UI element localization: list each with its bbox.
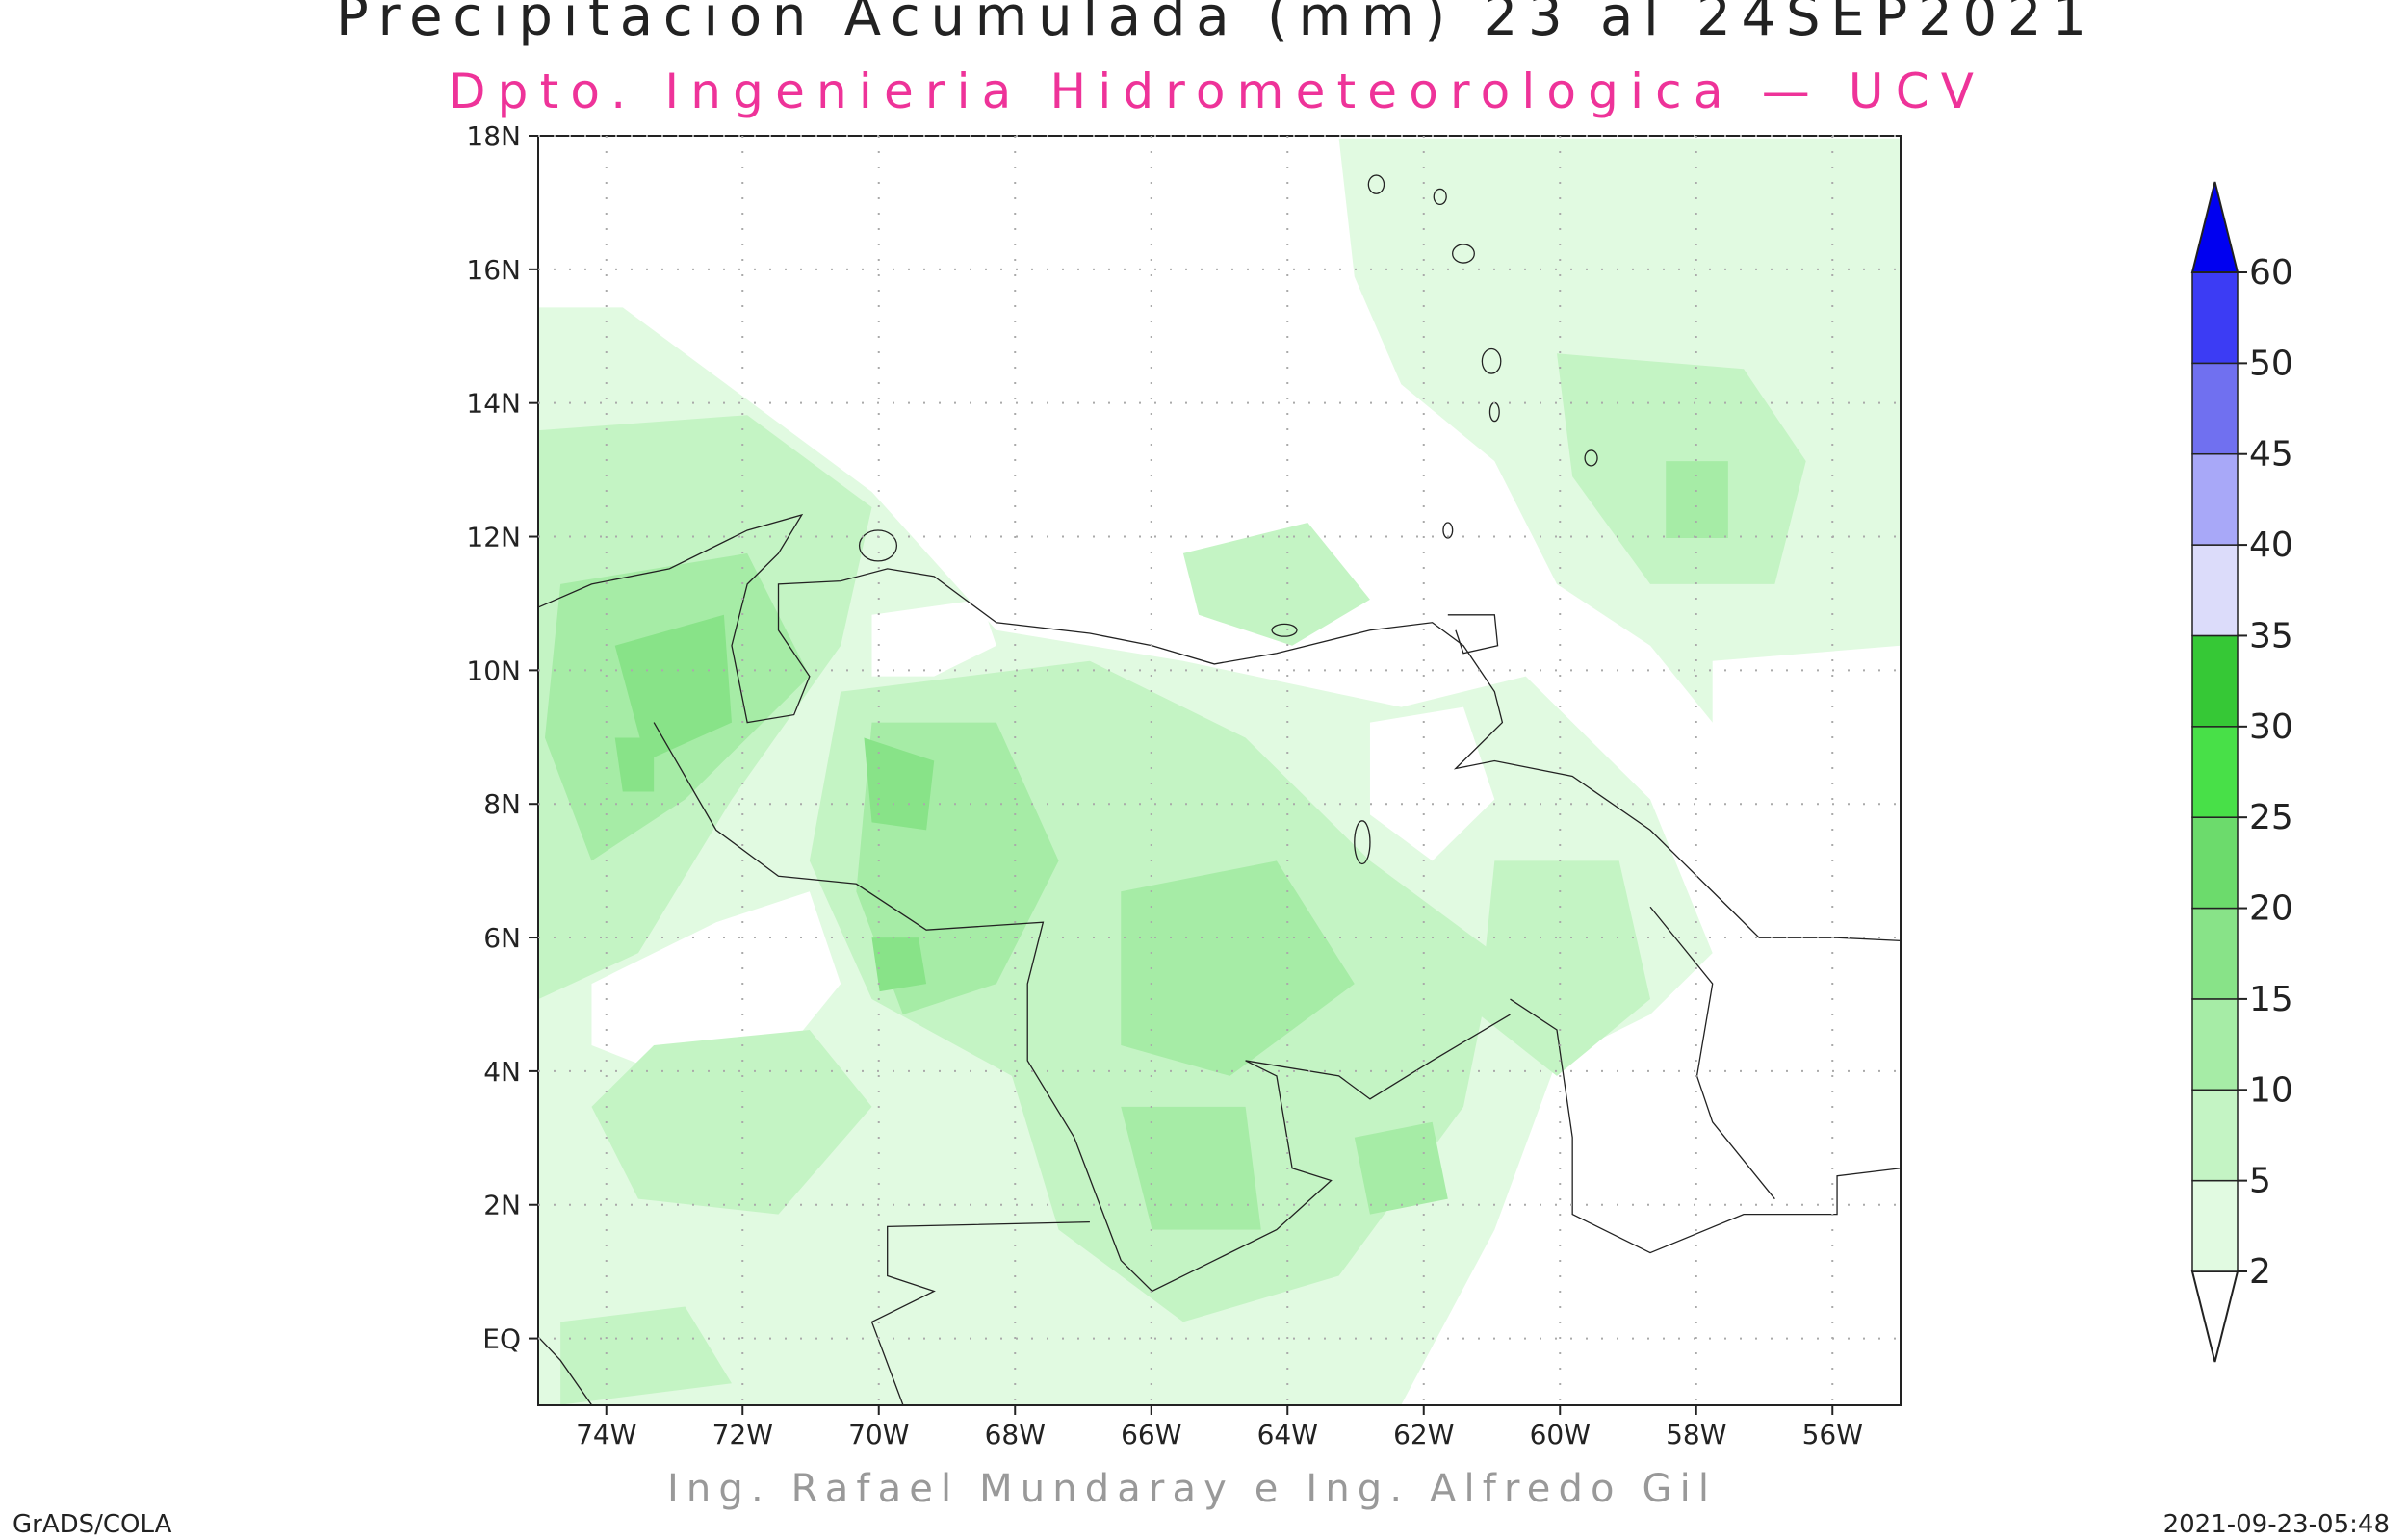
colorbar-label: 20: [2249, 889, 2293, 929]
lat-tick-label: 2N: [483, 1190, 521, 1221]
lat-tick-label: 14N: [466, 388, 521, 420]
lat-tick-label: 12N: [466, 522, 521, 553]
colorbar-box: [2191, 634, 2239, 728]
lat-tick-label: 10N: [466, 654, 521, 686]
colorbar-box: [2191, 452, 2239, 546]
colorbar-label: 5: [2249, 1162, 2271, 1201]
colorbar-label: 45: [2249, 435, 2293, 475]
lat-tick-label: 4N: [483, 1056, 521, 1088]
title: Precipitacion Acumulada (mm) 23 al 24SEP…: [336, 0, 2086, 48]
colorbar-label: 40: [2249, 526, 2293, 565]
colorbar-box: [2191, 271, 2239, 365]
colorbar-label: 10: [2249, 1070, 2293, 1110]
colorbar-box: [2191, 544, 2239, 637]
colorbar-box: [2191, 1089, 2239, 1182]
map: [538, 138, 1901, 1405]
colorbar-label: 35: [2249, 616, 2293, 655]
footer-left: GrADS/COLA: [13, 1510, 172, 1539]
lon-tick-label: 72W: [712, 1419, 773, 1450]
lon-tick-label: 62W: [1393, 1419, 1454, 1450]
colorbar-arrow-high: [2190, 181, 2239, 273]
colorbar-label: 60: [2249, 253, 2293, 293]
colorbar-box: [2191, 998, 2239, 1091]
colorbar-label: 50: [2249, 344, 2293, 383]
lon-tick-label: 64W: [1257, 1419, 1318, 1450]
lon-tick-label: 68W: [985, 1419, 1046, 1450]
colorbar-label: 2: [2249, 1252, 2271, 1292]
colorbar-box: [2191, 816, 2239, 910]
map-frame: [537, 135, 1902, 1406]
credit: Ing. Rafael Mundaray e Ing. Alfredo Gil: [667, 1467, 1709, 1511]
lon-tick-label: 60W: [1530, 1419, 1591, 1450]
lon-tick-label: 58W: [1666, 1419, 1726, 1450]
lat-tick-label: 18N: [466, 120, 521, 152]
subtitle: Dpto. Ingenieria Hidrometeorologica — UC…: [449, 64, 1974, 119]
lat-tick-label: 16N: [466, 254, 521, 286]
lon-tick-label: 74W: [576, 1419, 636, 1450]
lon-tick-label: 66W: [1121, 1419, 1181, 1450]
lat-tick-label: 6N: [483, 922, 521, 954]
colorbar-box: [2191, 362, 2239, 455]
lat-tick-label: 8N: [483, 788, 521, 820]
colorbar-box: [2191, 907, 2239, 1000]
colorbar-label: 25: [2249, 798, 2293, 837]
colorbar-box: [2191, 1179, 2239, 1272]
colorbar-label: 30: [2249, 707, 2293, 747]
lon-tick-label: 70W: [848, 1419, 909, 1450]
colorbar-label: 15: [2249, 980, 2293, 1019]
lat-tick-label: EQ: [482, 1323, 521, 1355]
lon-tick-label: 56W: [1802, 1419, 1863, 1450]
colorbar-box: [2191, 726, 2239, 818]
timestamp: 2021-09-23-05:48: [2163, 1510, 2390, 1539]
colorbar-arrow-low: [2190, 1270, 2239, 1363]
